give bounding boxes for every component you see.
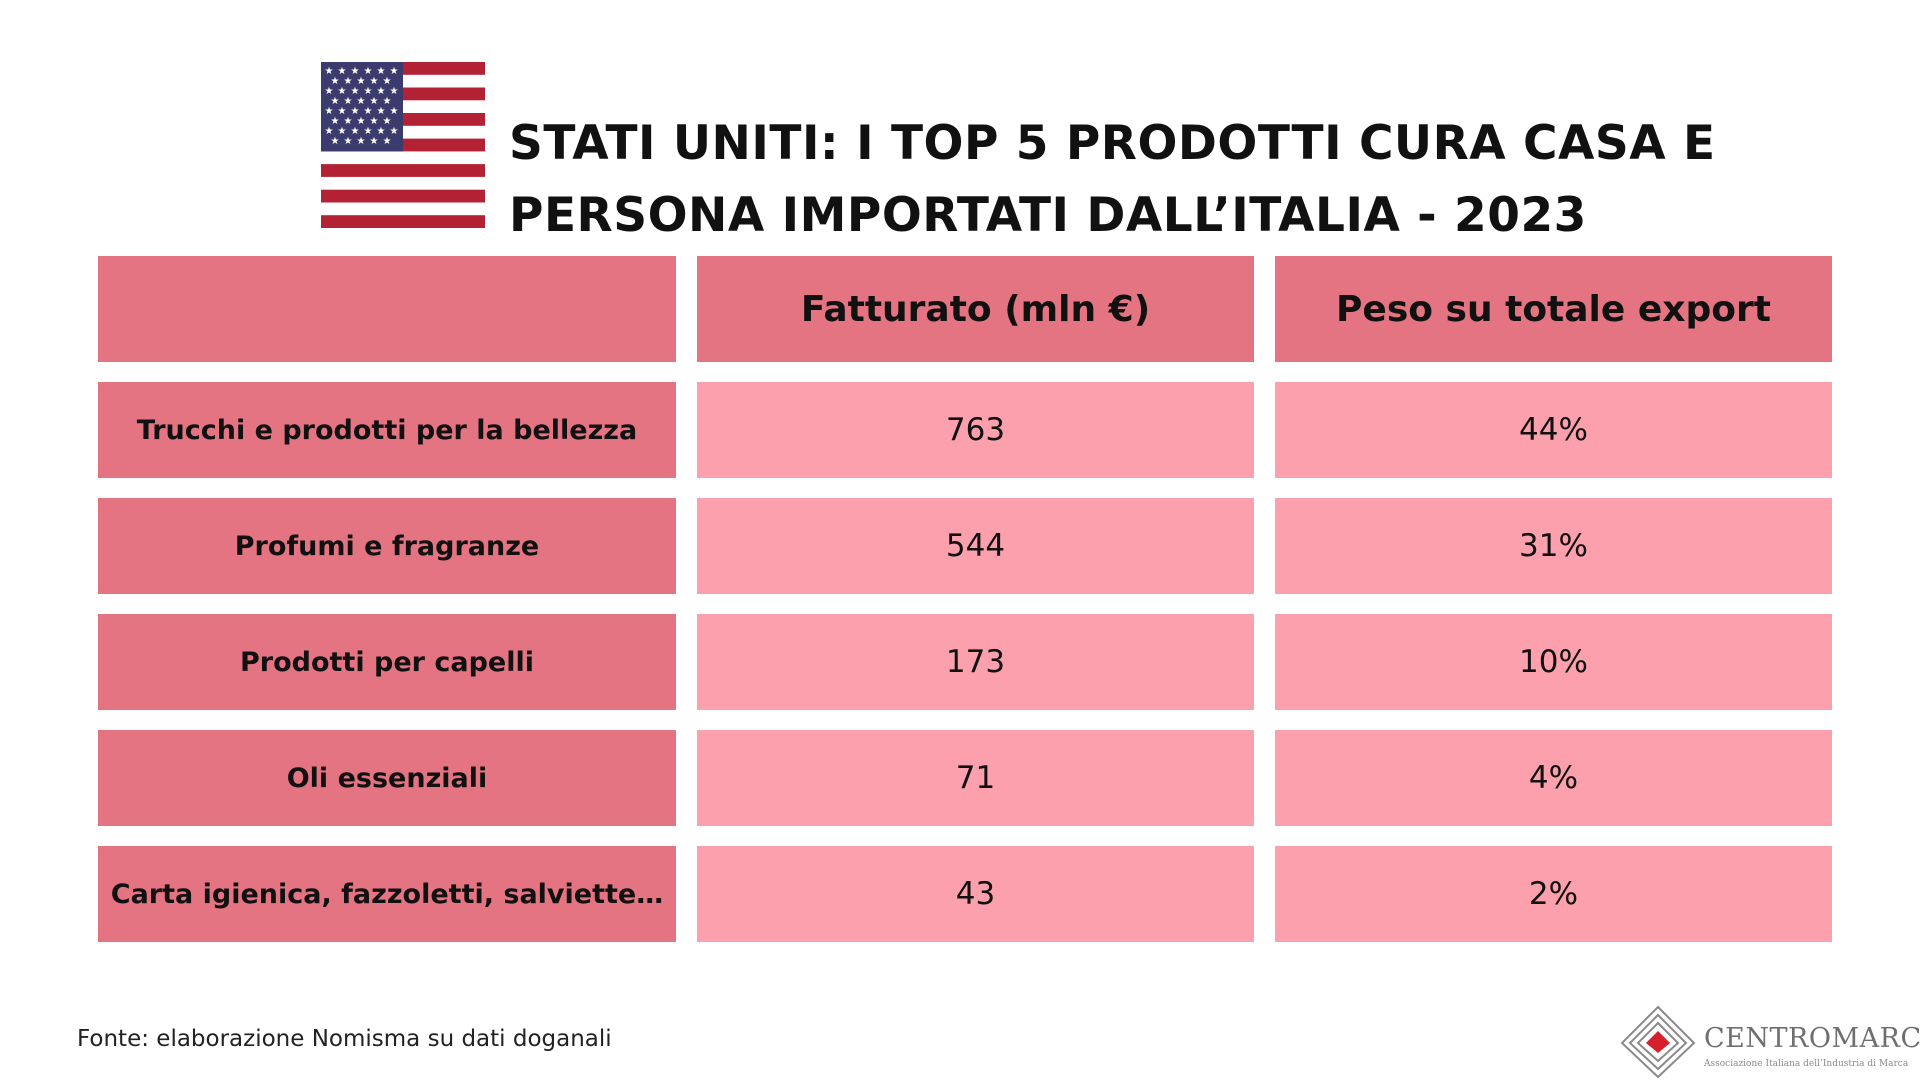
svg-text:★: ★: [325, 126, 334, 137]
svg-text:★: ★: [338, 126, 347, 137]
svg-text:★: ★: [370, 136, 379, 147]
svg-text:★: ★: [357, 76, 366, 87]
svg-text:★: ★: [383, 136, 392, 147]
svg-text:★: ★: [338, 66, 347, 77]
svg-text:★: ★: [338, 106, 347, 117]
svg-text:★: ★: [344, 116, 353, 127]
title-line-1: STATI UNITI: I TOP 5 PRODOTTI CURA CASA …: [509, 116, 1716, 171]
row-value-peso: 2%: [1275, 846, 1832, 942]
source-note: Fonte: elaborazione Nomisma su dati doga…: [77, 1026, 612, 1052]
svg-text:★: ★: [357, 116, 366, 127]
svg-text:★: ★: [364, 106, 373, 117]
centromarca-logo: CENTROMARCA Associazione Italiana dell’I…: [1618, 1003, 1920, 1079]
svg-text:★: ★: [338, 86, 347, 97]
svg-text:★: ★: [344, 96, 353, 107]
svg-text:★: ★: [370, 76, 379, 87]
svg-text:★: ★: [331, 76, 340, 87]
row-label: Profumi e fragranze: [98, 498, 676, 594]
svg-text:★: ★: [351, 106, 360, 117]
header-cell-fatturato: Fatturato (mln €): [697, 256, 1254, 362]
row-label: Prodotti per capelli: [98, 614, 676, 710]
row-label: Trucchi e prodotti per la bellezza: [98, 382, 676, 478]
svg-text:★: ★: [357, 136, 366, 147]
svg-text:★: ★: [377, 86, 386, 97]
svg-text:★: ★: [383, 116, 392, 127]
svg-text:★: ★: [331, 116, 340, 127]
svg-text:★: ★: [325, 66, 334, 77]
svg-text:★: ★: [370, 116, 379, 127]
row-value-peso: 31%: [1275, 498, 1832, 594]
svg-text:★: ★: [364, 86, 373, 97]
row-value-fatturato: 544: [697, 498, 1254, 594]
svg-text:★: ★: [370, 96, 379, 107]
svg-text:★: ★: [357, 96, 366, 107]
svg-text:★: ★: [331, 136, 340, 147]
row-value-peso: 4%: [1275, 730, 1832, 826]
svg-text:★: ★: [325, 86, 334, 97]
svg-text:★: ★: [377, 106, 386, 117]
logo-subtitle: Associazione Italiana dell’Industria di …: [1704, 1059, 1909, 1069]
row-value-peso: 10%: [1275, 614, 1832, 710]
us-flag-icon: ★ ★ ★ ★ ★ ★ ★ ★ ★ ★ ★ ★ ★ ★ ★ ★ ★ ★ ★ ★ ★ ★ ★ ★ ★ ★ ★ ★ ★ ★ ★ ★ ★ ★…: [321, 62, 485, 228]
svg-text:★: ★: [390, 106, 399, 117]
header-cell-peso: Peso su totale export: [1275, 256, 1832, 362]
svg-text:★: ★: [364, 66, 373, 77]
svg-text:★: ★: [351, 126, 360, 137]
svg-text:★: ★: [390, 66, 399, 77]
row-value-peso: 44%: [1275, 382, 1832, 478]
svg-text:★: ★: [344, 136, 353, 147]
svg-text:★: ★: [325, 106, 334, 117]
svg-text:★: ★: [383, 76, 392, 87]
svg-text:★: ★: [331, 96, 340, 107]
row-value-fatturato: 173: [697, 614, 1254, 710]
row-label: Carta igienica, fazzoletti, salviette…: [98, 846, 676, 942]
svg-text:★: ★: [390, 126, 399, 137]
header-cell-label: [98, 256, 676, 362]
svg-text:★: ★: [364, 126, 373, 137]
row-value-fatturato: 43: [697, 846, 1254, 942]
logo-name: CENTROMARCA: [1704, 1023, 1920, 1054]
svg-text:★: ★: [351, 86, 360, 97]
svg-text:★: ★: [390, 86, 399, 97]
page-title: STATI UNITI: I TOP 5 PRODOTTI CURA CASA …: [509, 108, 1716, 252]
centromarca-logo-icon: [1620, 1005, 1696, 1079]
svg-text:★: ★: [377, 126, 386, 137]
svg-text:★: ★: [351, 66, 360, 77]
row-value-fatturato: 71: [697, 730, 1254, 826]
title-line-2: PERSONA IMPORTATI DALL’ITALIA - 2023: [509, 188, 1587, 243]
svg-text:★: ★: [383, 96, 392, 107]
row-value-fatturato: 763: [697, 382, 1254, 478]
svg-text:★: ★: [344, 76, 353, 87]
row-label: Oli essenziali: [98, 730, 676, 826]
svg-text:★: ★: [377, 66, 386, 77]
